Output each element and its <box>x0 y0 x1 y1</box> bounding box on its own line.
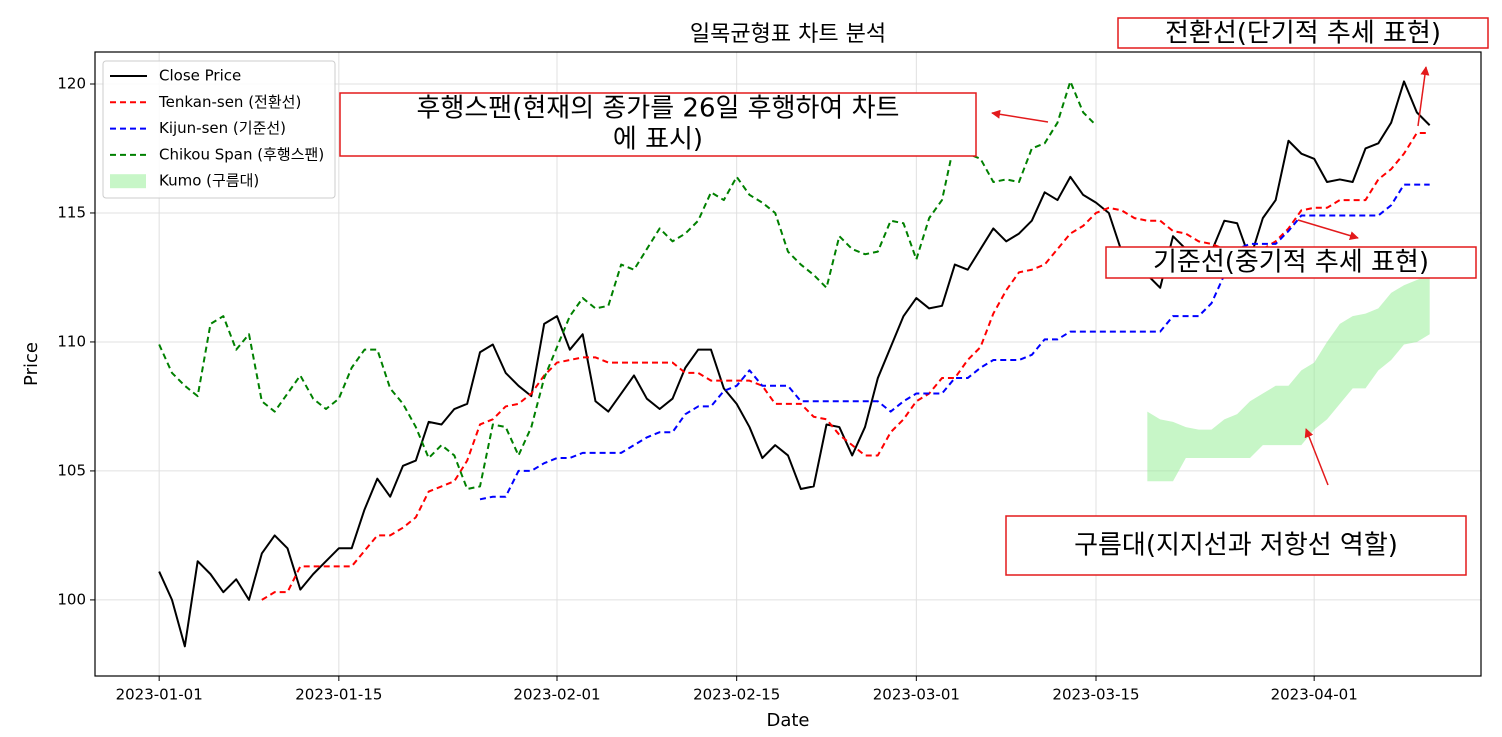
annotation-arrow <box>1304 428 1329 486</box>
chart-title: 일목균형표 차트 분석 <box>690 22 886 47</box>
legend-frame <box>102 60 336 199</box>
legend-label: Close Price <box>159 67 241 85</box>
legend-label: Kijun-sen (기준선) <box>159 119 286 137</box>
annotation-arrow <box>1297 219 1359 240</box>
annotation: 에 표시) <box>613 125 703 155</box>
x-tick-label: 2023-04-01 <box>1271 686 1358 704</box>
series-line <box>158 80 1431 648</box>
y-tick-label: 110 <box>57 332 86 350</box>
y-axis-label: Price <box>21 342 42 386</box>
annotation-box <box>1005 515 1467 576</box>
series-line <box>158 80 1097 490</box>
x-axis-label: Date <box>766 710 809 731</box>
annotation-arrow <box>991 109 1049 123</box>
series-line <box>479 183 1430 501</box>
annotation-box <box>339 92 977 157</box>
annotation-box <box>1117 17 1489 49</box>
y-tick-label: 100 <box>57 590 86 608</box>
legend-label: Kumo (구름대) <box>159 172 259 190</box>
x-tick-label: 2023-02-01 <box>513 686 600 704</box>
kumo-area <box>1147 274 1430 482</box>
x-tick-label: 2023-02-15 <box>693 686 780 704</box>
annotation: 구름대(지지선과 저항선 역할) <box>1074 531 1398 561</box>
legend: Close Price Tenkan-sen (전환선) Kijun-sen (기준… <box>102 60 336 199</box>
x-tick-label: 2023-03-01 <box>873 686 960 704</box>
y-tick-label: 105 <box>57 461 86 479</box>
legend-label: Tenkan-sen (전환선) <box>158 93 301 111</box>
legend-swatch <box>110 174 146 189</box>
annotation: 기준선(중기적 추세 표현) <box>1153 248 1429 278</box>
legend-label: Chikou Span (후행스팬) <box>159 145 324 163</box>
x-tick-label: 2023-01-01 <box>116 686 203 704</box>
x-tick-label: 2023-03-15 <box>1052 686 1139 704</box>
y-tick-label: 120 <box>57 74 86 92</box>
x-tick-label: 2023-01-15 <box>295 686 382 704</box>
y-tick-label: 115 <box>57 203 86 221</box>
annotation-arrow <box>1417 66 1430 127</box>
annotation: 전환선(단기적 추세 표현) <box>1165 19 1441 49</box>
annotation-box <box>1105 246 1477 279</box>
annotation: 후행스팬(현재의 종가를 26일 후행하여 차트 <box>417 94 900 124</box>
plot-frame <box>94 51 1482 677</box>
